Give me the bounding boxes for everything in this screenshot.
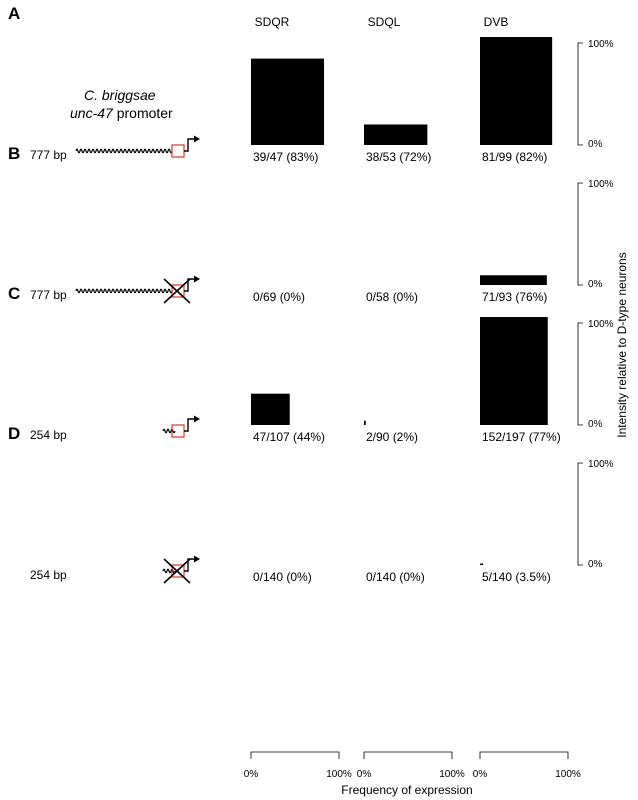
intensity-tick-0: 0% <box>588 559 603 570</box>
frequency-label-sdqr: 0/140 (0%) <box>253 570 312 584</box>
panel-d: D 254 bp 0/140 (0%) 0/140 (0%) 5/140 (3.5%) 1… <box>8 424 614 584</box>
intensity-tick-0: 0% <box>588 279 603 290</box>
intensity-tick-100: 100% <box>588 179 614 190</box>
promoter-construct <box>162 555 200 584</box>
panel-label: C <box>8 284 20 303</box>
promoter-sequence <box>162 568 176 574</box>
construct-length: 254 bp <box>30 428 67 442</box>
frequency-label-sdqr: 0/69 (0%) <box>253 290 305 304</box>
bar-dvb <box>480 37 553 145</box>
intensity-tick-0: 0% <box>588 139 603 150</box>
binding-site-box <box>171 144 185 158</box>
intensity-axis <box>577 182 583 286</box>
bar-dvb <box>480 275 547 285</box>
frequency-label-dvb: 5/140 (3.5%) <box>482 570 551 584</box>
intensity-axis <box>577 42 583 146</box>
frequency-axis-dvb: 0% 100% <box>473 751 581 780</box>
transcription-start <box>184 138 196 152</box>
frequency-tick-0: 0% <box>244 769 259 780</box>
mutation-cross-icon <box>163 558 191 584</box>
panel-label: B <box>8 144 20 163</box>
promoter-construct <box>162 415 200 438</box>
intensity-axis <box>577 322 583 426</box>
arrow-head-icon <box>194 135 200 143</box>
frequency-axis-sdql: 0% 100% <box>357 751 465 780</box>
transcription-start <box>184 418 196 432</box>
intensity-tick-0: 0% <box>588 419 603 430</box>
construct-length: 777 bp <box>30 288 67 302</box>
construct-length: 254 bp <box>30 568 67 582</box>
bar-sdqr <box>251 58 325 145</box>
promoter-gene: unc-47 <box>70 105 114 121</box>
frequency-label-dvb: 81/99 (82%) <box>482 150 547 164</box>
frequency-label-sdql: 0/140 (0%) <box>366 570 425 584</box>
promoter-construct <box>75 275 200 304</box>
frequency-label-sdql: 0/58 (0%) <box>366 290 418 304</box>
construct-length: 777 bp <box>30 148 67 162</box>
transcription-start <box>184 558 196 572</box>
panel-b: B 777 bp 0/69 (0%) 0/58 (0%) 71/93 (76%) 100%… <box>8 144 614 304</box>
binding-site-box <box>171 424 185 438</box>
frequency-label-sdql: 38/53 (72%) <box>366 150 431 164</box>
promoter-suffix: promoter <box>117 105 173 121</box>
panel-a: A 777 bp 39/47 (83%) 38/53 (72%) 81/99 (82%)… <box>8 4 614 164</box>
frequency-label-sdqr: 47/107 (44%) <box>253 430 325 444</box>
frequency-tick-0: 0% <box>357 769 372 780</box>
bar-dvb <box>480 317 548 425</box>
promoter-sequence <box>75 148 173 154</box>
column-header-sdqr: SDQR <box>255 15 290 29</box>
panel-label: A <box>8 4 20 23</box>
frequency-tick-100: 100% <box>439 769 465 780</box>
column-header-dvb: DVB <box>484 15 509 29</box>
frequency-tick-0: 0% <box>473 769 488 780</box>
arrow-head-icon <box>194 555 200 563</box>
frequency-label-sdql: 2/90 (2%) <box>366 430 418 444</box>
promoter-sequence <box>162 428 176 434</box>
frequency-axis-sdqr: 0% 100% <box>244 751 352 780</box>
frequency-label-dvb: 71/93 (76%) <box>482 290 547 304</box>
mutation-cross-icon <box>163 278 191 304</box>
transcription-start <box>184 278 196 292</box>
arrow-head-icon <box>194 275 200 283</box>
x-axis-label: Frequency of expression <box>341 783 472 797</box>
intensity-tick-100: 100% <box>588 39 614 50</box>
frequency-label-sdqr: 39/47 (83%) <box>253 150 318 164</box>
frequency-tick-100: 100% <box>326 769 352 780</box>
bar-sdql <box>364 420 366 425</box>
intensity-tick-100: 100% <box>588 459 614 470</box>
bar-dvb <box>480 563 484 565</box>
intensity-tick-100: 100% <box>588 319 614 330</box>
frequency-tick-100: 100% <box>555 769 581 780</box>
promoter-sequence <box>75 288 173 294</box>
bar-sdqr <box>251 393 290 425</box>
intensity-axis <box>577 462 583 566</box>
y-axis-label: Intensity relative to D-type neurons <box>615 252 629 437</box>
panel-c: C 254 bp 47/107 (44%) 2/90 (2%) 152/197 (77%… <box>8 284 614 444</box>
promoter-gene-line: unc-47 promoter <box>70 105 173 121</box>
promoter-species: C. briggsae <box>84 87 156 103</box>
bar-sdql <box>364 124 428 145</box>
frequency-label-dvb: 152/197 (77%) <box>482 430 561 444</box>
promoter-construct <box>75 135 200 158</box>
panel-label: D <box>8 424 20 443</box>
column-header-sdql: SDQL <box>368 15 401 29</box>
arrow-head-icon <box>194 415 200 423</box>
